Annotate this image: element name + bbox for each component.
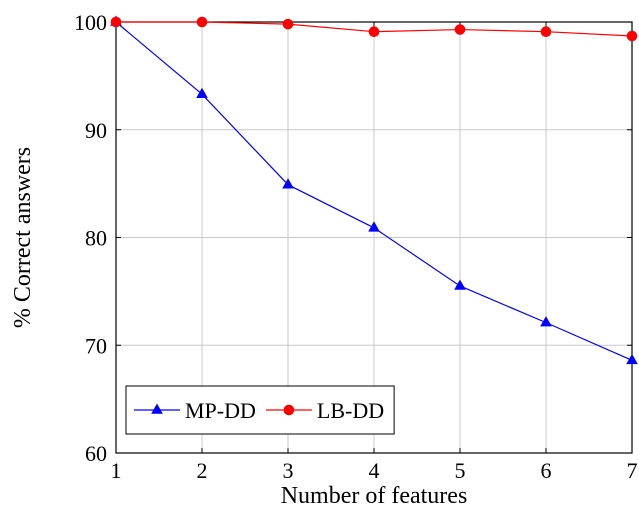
- x-tick-label: 6: [541, 458, 552, 483]
- legend-marker-mp-dd: [151, 403, 163, 414]
- axis-ticks: 1 2 3 4 5 6 7 60 70 80 90 100: [74, 10, 638, 483]
- x-tick-label: 5: [455, 458, 466, 483]
- data-point-mp-dd: [196, 87, 208, 98]
- data-point-lb-dd: [540, 26, 552, 37]
- y-axis-title: % Correct answers: [10, 147, 36, 328]
- x-tick-label: 1: [111, 458, 122, 483]
- data-point-lb-dd: [196, 16, 208, 28]
- data-point-mp-dd: [540, 316, 552, 327]
- series-layer: [110, 15, 638, 365]
- y-tick-label: 90: [85, 118, 107, 143]
- y-tick-label: 60: [85, 441, 107, 466]
- data-point-lb-dd: [368, 26, 380, 37]
- x-tick-label: 2: [197, 458, 208, 483]
- legend-label-lb-dd: LB-DD: [317, 398, 384, 423]
- legend-marker-lb-dd: [283, 404, 295, 416]
- data-point-lb-dd: [626, 30, 638, 42]
- data-point-mp-dd: [454, 279, 466, 290]
- x-tick-label: 4: [369, 458, 380, 483]
- legend-label-mp-dd: MP-DD: [185, 398, 256, 423]
- data-point-mp-dd: [626, 353, 638, 365]
- data-point-lb-dd: [110, 16, 122, 28]
- x-tick-label: 7: [627, 458, 638, 483]
- y-tick-label: 70: [85, 333, 107, 358]
- data-point-lb-dd: [454, 24, 466, 35]
- x-axis-title: Number of features: [281, 483, 468, 509]
- legend: MP-DD LB-DD: [125, 385, 395, 435]
- y-tick-label: 100: [74, 10, 107, 35]
- data-point-mp-dd: [368, 221, 380, 232]
- x-tick-label: 3: [283, 458, 294, 483]
- data-point-mp-dd: [282, 178, 294, 189]
- data-point-lb-dd: [282, 18, 294, 30]
- y-tick-label: 80: [85, 226, 107, 251]
